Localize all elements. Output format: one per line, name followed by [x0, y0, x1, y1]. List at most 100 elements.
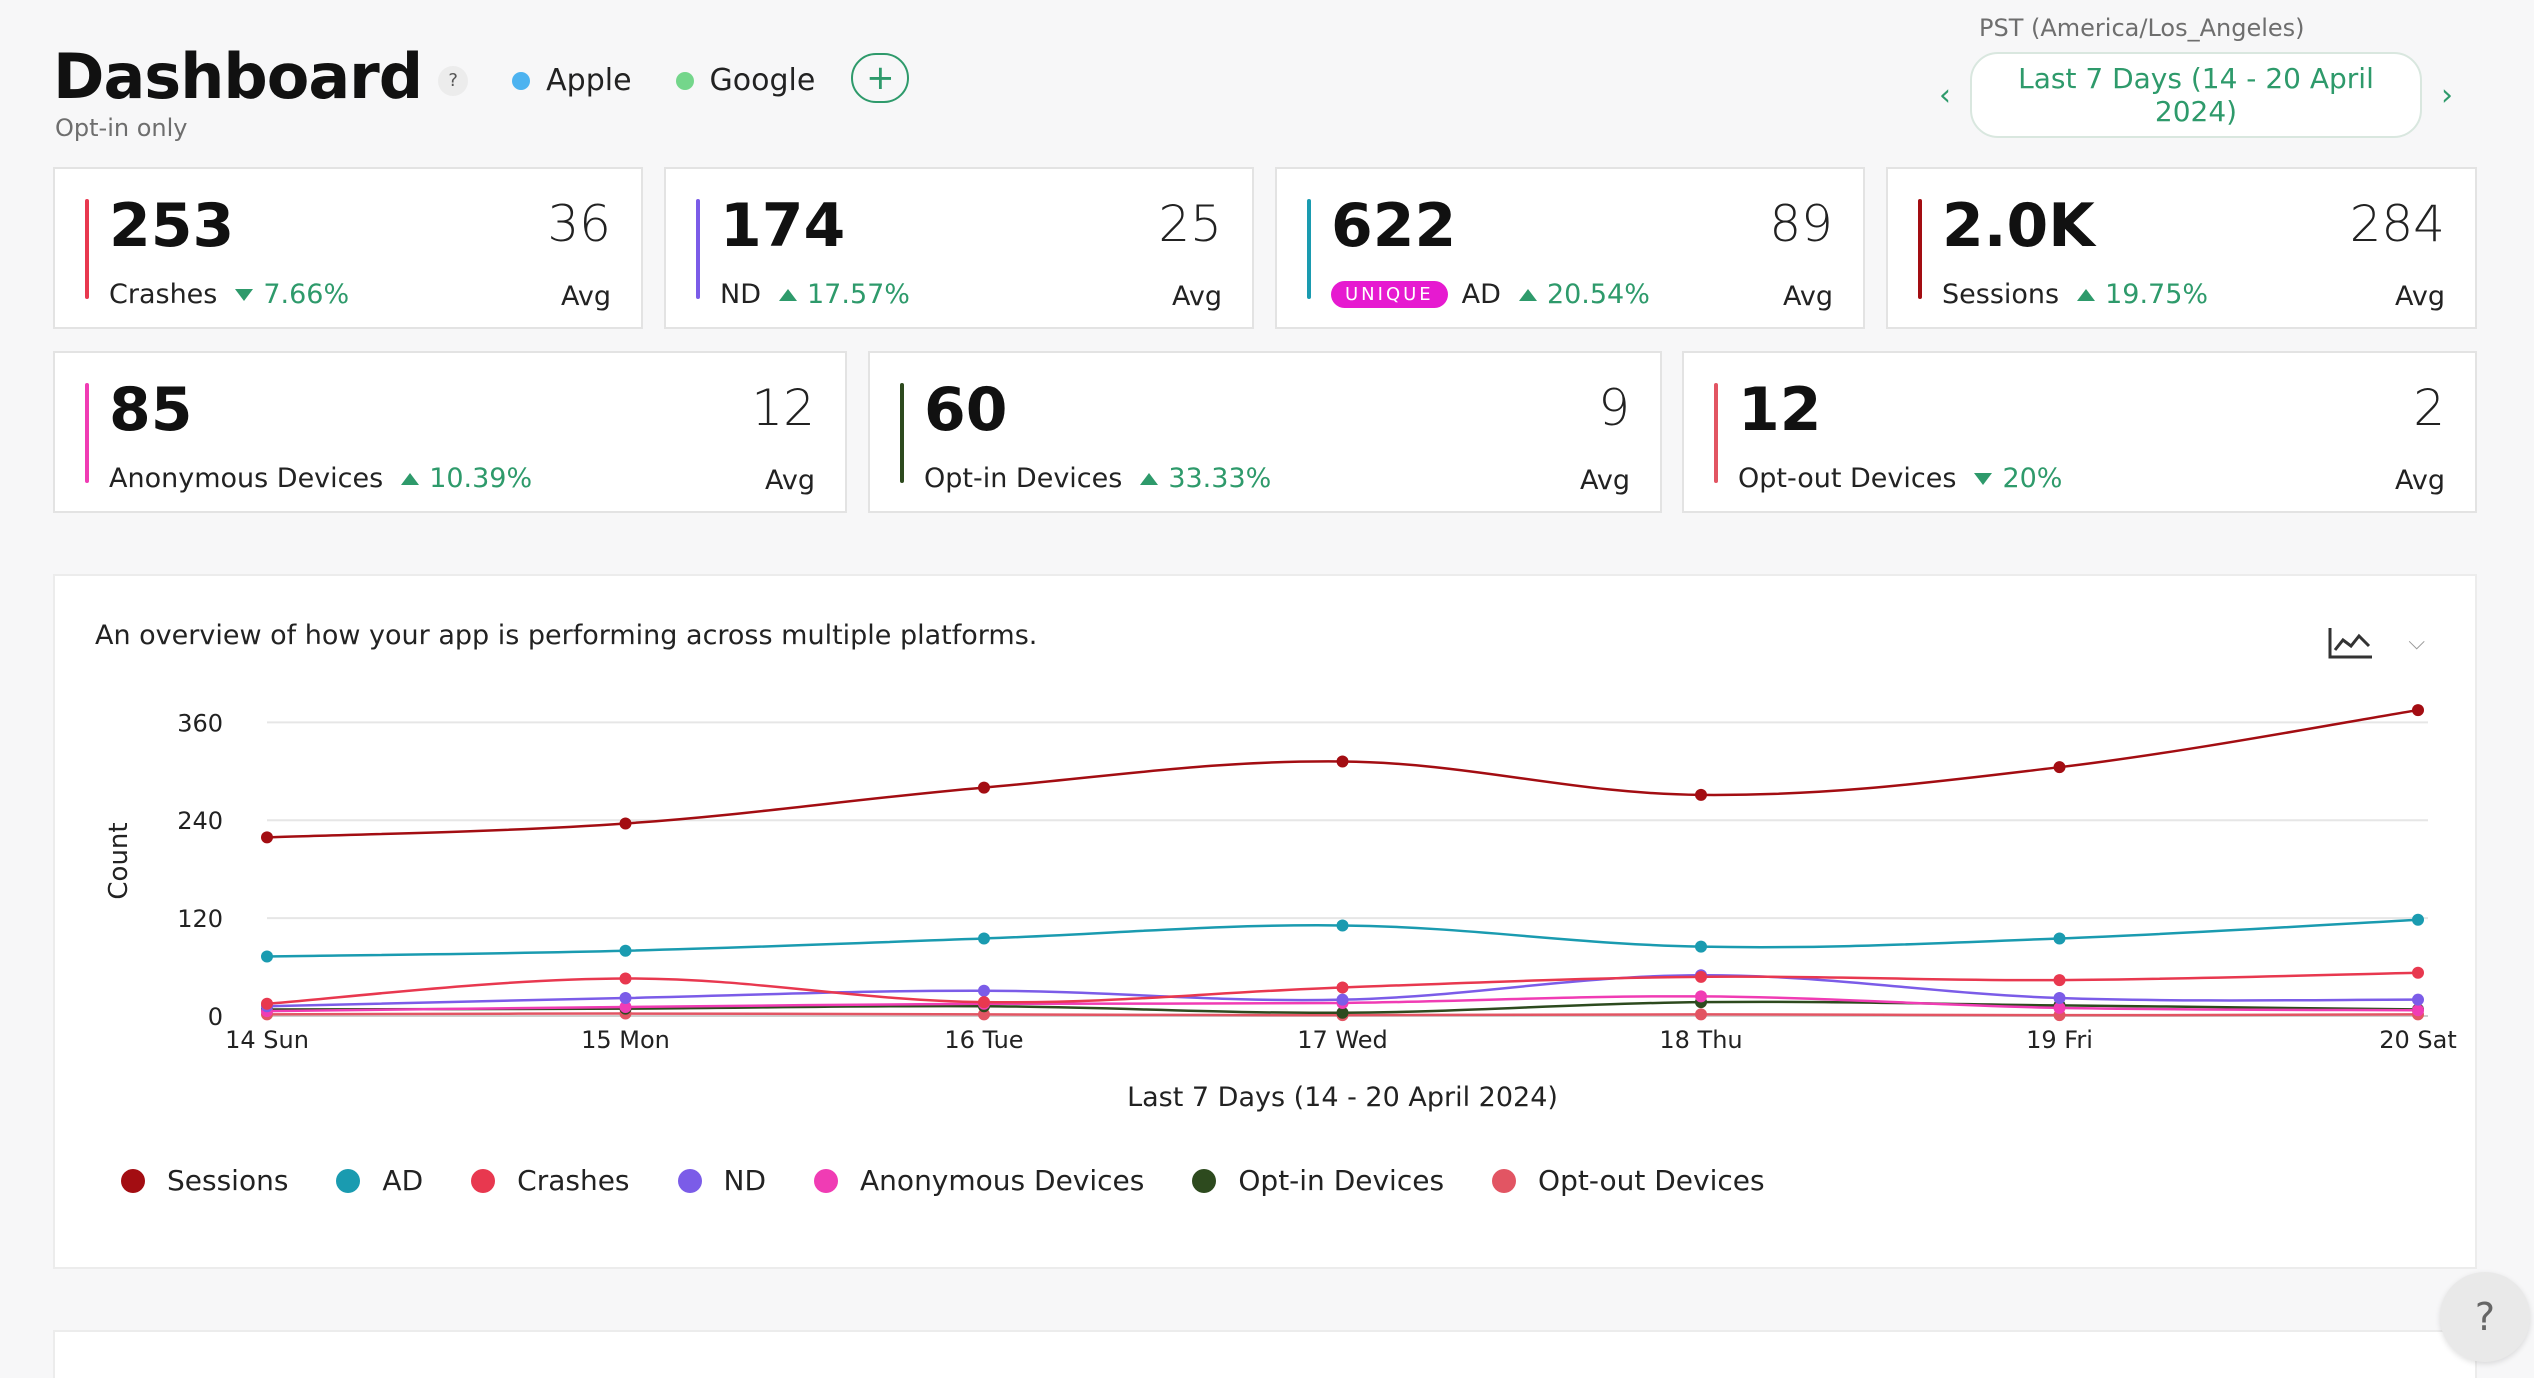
- data-point: [978, 932, 990, 945]
- metric-meta: UNIQUE AD 20.54%: [1331, 279, 1650, 310]
- legend-item[interactable]: Opt-out Devices: [1492, 1164, 1765, 1197]
- metric-card-anonymous-devices[interactable]: 85 Anonymous Devices 10.39% 12 Avg: [53, 351, 847, 513]
- trend-up-icon: [779, 288, 797, 301]
- avg-label: Avg: [764, 465, 815, 496]
- metric-value: 2.0K: [1942, 191, 2095, 261]
- x-tick-label: 19 Fri: [2026, 1026, 2093, 1054]
- metric-card-sessions[interactable]: 2.0K Sessions 19.75% 284 Avg: [1886, 167, 2477, 329]
- data-point: [1336, 981, 1349, 994]
- google-dot-icon: [675, 71, 694, 90]
- avg-value: 25: [1158, 195, 1222, 253]
- data-point: [619, 944, 632, 957]
- avg-label: Avg: [2394, 465, 2445, 496]
- accent-bar: [85, 383, 89, 483]
- chevron-left-icon[interactable]: ‹: [1939, 77, 1951, 113]
- chevron-right-icon[interactable]: ›: [2441, 77, 2453, 113]
- data-point: [2053, 1001, 2066, 1014]
- data-point: [2053, 974, 2066, 987]
- data-point: [1695, 970, 1707, 983]
- date-range-button[interactable]: Last 7 Days (14 - 20 April 2024): [1970, 52, 2422, 138]
- avg-label: Avg: [560, 281, 611, 312]
- data-point: [619, 1001, 632, 1014]
- metric-card-nd[interactable]: 174 ND 17.57% 25 Avg: [664, 167, 1254, 329]
- metric-change: 17.57%: [807, 279, 910, 310]
- legend-item[interactable]: Opt-in Devices: [1192, 1164, 1444, 1197]
- legend-label: Crashes: [517, 1164, 630, 1197]
- metric-change: 33.33%: [1168, 463, 1272, 494]
- line-chart-icon[interactable]: [2327, 624, 2375, 662]
- data-point: [2053, 761, 2066, 774]
- accent-bar: [696, 199, 700, 299]
- avg-value: 2: [2413, 379, 2445, 437]
- legend-dot-icon: [1192, 1168, 1217, 1193]
- y-axis-label: Count: [104, 822, 134, 899]
- x-tick-label: 14 Sun: [225, 1026, 309, 1054]
- metric-value: 85: [109, 375, 193, 445]
- timezone-label: PST (America/Los_Angeles): [1979, 14, 2305, 42]
- legend-item[interactable]: AD: [336, 1164, 423, 1197]
- data-point: [2412, 993, 2424, 1006]
- data-point: [261, 950, 273, 963]
- data-point: [2412, 966, 2424, 979]
- help-button[interactable]: ?: [2440, 1272, 2530, 1362]
- add-platform-button[interactable]: +: [851, 52, 910, 103]
- x-tick-label: 15 Mon: [581, 1026, 670, 1054]
- metric-meta: ND 17.57%: [720, 279, 910, 310]
- accent-bar: [85, 199, 89, 299]
- platform-filter-apple[interactable]: Apple: [512, 63, 632, 98]
- trend-up-icon: [1518, 288, 1537, 301]
- overview-chart-panel: An overview of how your app is performin…: [53, 574, 2477, 1269]
- apple-dot-icon: [512, 71, 531, 90]
- metric-card-ad[interactable]: 622 UNIQUE AD 20.54% 89 Avg: [1275, 167, 1865, 329]
- chevron-down-icon[interactable]: ⌵: [2408, 630, 2425, 655]
- legend-label: Opt-out Devices: [1538, 1164, 1765, 1197]
- legend-item[interactable]: Anonymous Devices: [814, 1164, 1144, 1197]
- help-icon[interactable]: ?: [438, 65, 469, 96]
- y-tick-label: 240: [177, 807, 223, 835]
- metric-value: 253: [109, 191, 235, 261]
- avg-label: Avg: [1782, 281, 1833, 312]
- data-point: [1695, 940, 1707, 953]
- data-point: [1695, 788, 1707, 801]
- next-panel: [53, 1330, 2477, 1378]
- legend-label: AD: [382, 1164, 424, 1197]
- legend-item[interactable]: ND: [677, 1164, 767, 1197]
- metric-change: 10.39%: [429, 463, 533, 494]
- legend-label: ND: [723, 1164, 767, 1197]
- panel-description: An overview of how your app is performin…: [95, 620, 1038, 651]
- avg-value: 12: [751, 379, 815, 437]
- platform-label: Google: [709, 63, 816, 98]
- metric-change: 20%: [2002, 463, 2063, 494]
- accent-bar: [1307, 199, 1311, 299]
- data-point: [1336, 993, 1349, 1006]
- data-point: [2412, 704, 2424, 717]
- metric-card-crashes[interactable]: 253 Crashes 7.66% 36 Avg: [53, 167, 643, 329]
- metric-label: Opt-out Devices: [1738, 463, 1957, 494]
- platform-filter-google[interactable]: Google: [675, 63, 816, 98]
- y-tick-label: 360: [177, 709, 223, 737]
- x-tick-label: 20 Sat: [2379, 1026, 2457, 1054]
- line-chart: 0 120 240 360 14 Sun 15 Mon 16 Tue 17 Wed 18 Thu…: [104, 704, 2457, 1113]
- trend-down-icon: [1974, 472, 1993, 485]
- metric-change: 19.75%: [2105, 279, 2209, 310]
- legend-item[interactable]: Crashes: [471, 1164, 630, 1197]
- avg-value: 9: [1598, 379, 1630, 437]
- data-point: [261, 831, 273, 844]
- trend-down-icon: [235, 288, 254, 301]
- metric-value: 12: [1738, 375, 1822, 445]
- page-title: Dashboard: [53, 40, 423, 113]
- metric-card-opt-out-devices[interactable]: 12 Opt-out Devices 20% 2 Avg: [1682, 351, 2477, 513]
- header: Dashboard ? Apple Google +: [53, 40, 910, 113]
- data-point: [978, 984, 990, 997]
- legend-item[interactable]: Sessions: [121, 1164, 288, 1197]
- legend-dot-icon: [1492, 1168, 1517, 1193]
- legend-label: Anonymous Devices: [860, 1164, 1145, 1197]
- avg-label: Avg: [2394, 281, 2445, 312]
- data-point: [619, 817, 632, 830]
- metric-label: ND: [720, 279, 761, 310]
- metric-card-opt-in-devices[interactable]: 60 Opt-in Devices 33.33% 9 Avg: [868, 351, 1662, 513]
- data-point: [978, 996, 990, 1009]
- legend-dot-icon: [336, 1168, 361, 1193]
- data-point: [1336, 755, 1349, 768]
